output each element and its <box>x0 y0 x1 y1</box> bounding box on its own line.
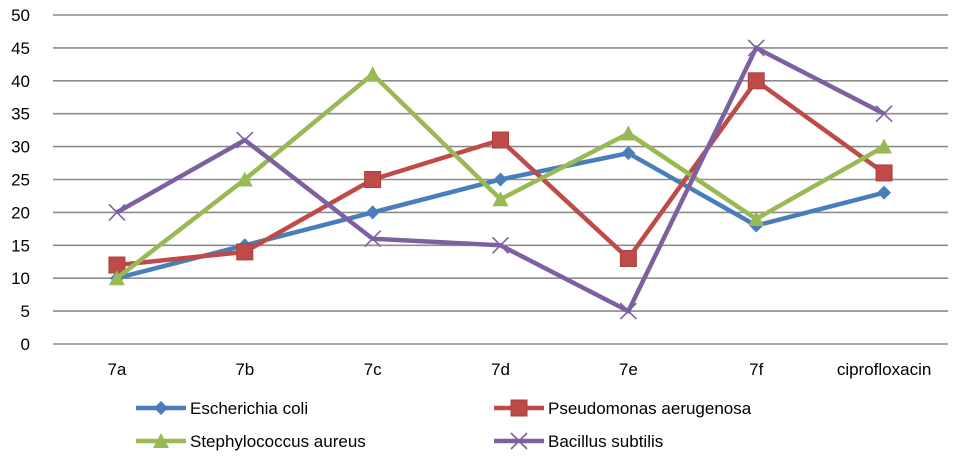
triangle-marker-icon <box>748 210 765 226</box>
legend-label: Escherichia coli <box>190 399 308 418</box>
y-tick-label: 10 <box>11 269 30 288</box>
series-stephylococcus-aureus <box>108 66 893 286</box>
x-tick-label: 7c <box>364 360 382 379</box>
square-marker-icon <box>510 399 528 417</box>
x-marker-icon <box>491 236 510 254</box>
legend-item: Escherichia coli <box>136 399 308 418</box>
x-tick-label: 7d <box>491 360 510 379</box>
y-tick-label: 35 <box>11 105 30 124</box>
series-escherichia-coli <box>109 146 892 286</box>
series-line <box>116 150 885 281</box>
legend-item: Bacillus subtilis <box>494 432 663 451</box>
series-bacillus-subtilis <box>108 39 893 320</box>
x-axis-labels: 7a 7b 7c 7d 7e 7f ciprofloxacin <box>107 360 931 379</box>
square-marker-icon <box>747 72 765 90</box>
y-tick-label: 45 <box>11 39 30 58</box>
y-tick-label: 40 <box>11 72 30 91</box>
x-tick-label: 7a <box>107 360 126 379</box>
triangle-marker-icon <box>153 433 169 448</box>
triangle-marker-icon <box>492 191 509 207</box>
x-marker-icon <box>364 230 382 248</box>
triangle-marker-icon <box>364 66 381 82</box>
square-marker-icon <box>236 243 254 261</box>
x-tick-label: 7f <box>749 360 763 379</box>
triangle-marker-icon <box>108 270 125 286</box>
legend-label: Stephylococcus aureus <box>190 432 366 451</box>
diamond-marker-icon <box>493 172 508 187</box>
triangle-marker-icon <box>876 138 893 154</box>
y-axis-labels: 0 5 10 15 20 25 30 35 40 45 50 <box>11 6 30 354</box>
legend: Escherichia coli Pseudomonas aerugenosa St… <box>136 399 752 451</box>
x-marker-icon <box>619 302 637 320</box>
y-tick-label: 5 <box>21 302 30 321</box>
y-tick-label: 0 <box>21 335 30 354</box>
diamond-marker-icon <box>365 205 380 220</box>
y-tick-label: 20 <box>11 203 30 222</box>
x-tick-label: 7b <box>235 360 254 379</box>
x-marker-icon <box>875 105 893 123</box>
diamond-marker-icon <box>621 146 636 161</box>
triangle-marker-icon <box>236 171 253 187</box>
square-marker-icon <box>364 171 382 188</box>
y-tick-label: 15 <box>11 236 30 255</box>
x-marker-icon <box>510 432 528 450</box>
x-tick-label: ciprofloxacin <box>837 360 932 379</box>
series-lines <box>108 39 893 320</box>
diamond-marker-icon <box>154 401 168 415</box>
legend-label: Pseudomonas aerugenosa <box>548 399 752 418</box>
series-pseudomonas-aerugenosa <box>108 72 893 274</box>
y-tick-label: 30 <box>11 138 30 157</box>
square-marker-icon <box>492 131 509 149</box>
square-marker-icon <box>875 164 893 182</box>
x-marker-icon <box>747 39 765 57</box>
x-tick-label: 7e <box>619 360 638 379</box>
legend-item: Pseudomonas aerugenosa <box>494 399 752 418</box>
legend-label: Bacillus subtilis <box>548 432 663 451</box>
triangle-marker-icon <box>620 125 637 141</box>
x-marker-icon <box>236 131 254 149</box>
diamond-marker-icon <box>877 185 892 200</box>
x-marker-icon <box>108 203 126 221</box>
square-marker-icon <box>619 249 637 267</box>
y-tick-label: 25 <box>11 171 30 190</box>
legend-item: Stephylococcus aureus <box>136 432 366 451</box>
y-tick-label: 50 <box>11 6 30 25</box>
